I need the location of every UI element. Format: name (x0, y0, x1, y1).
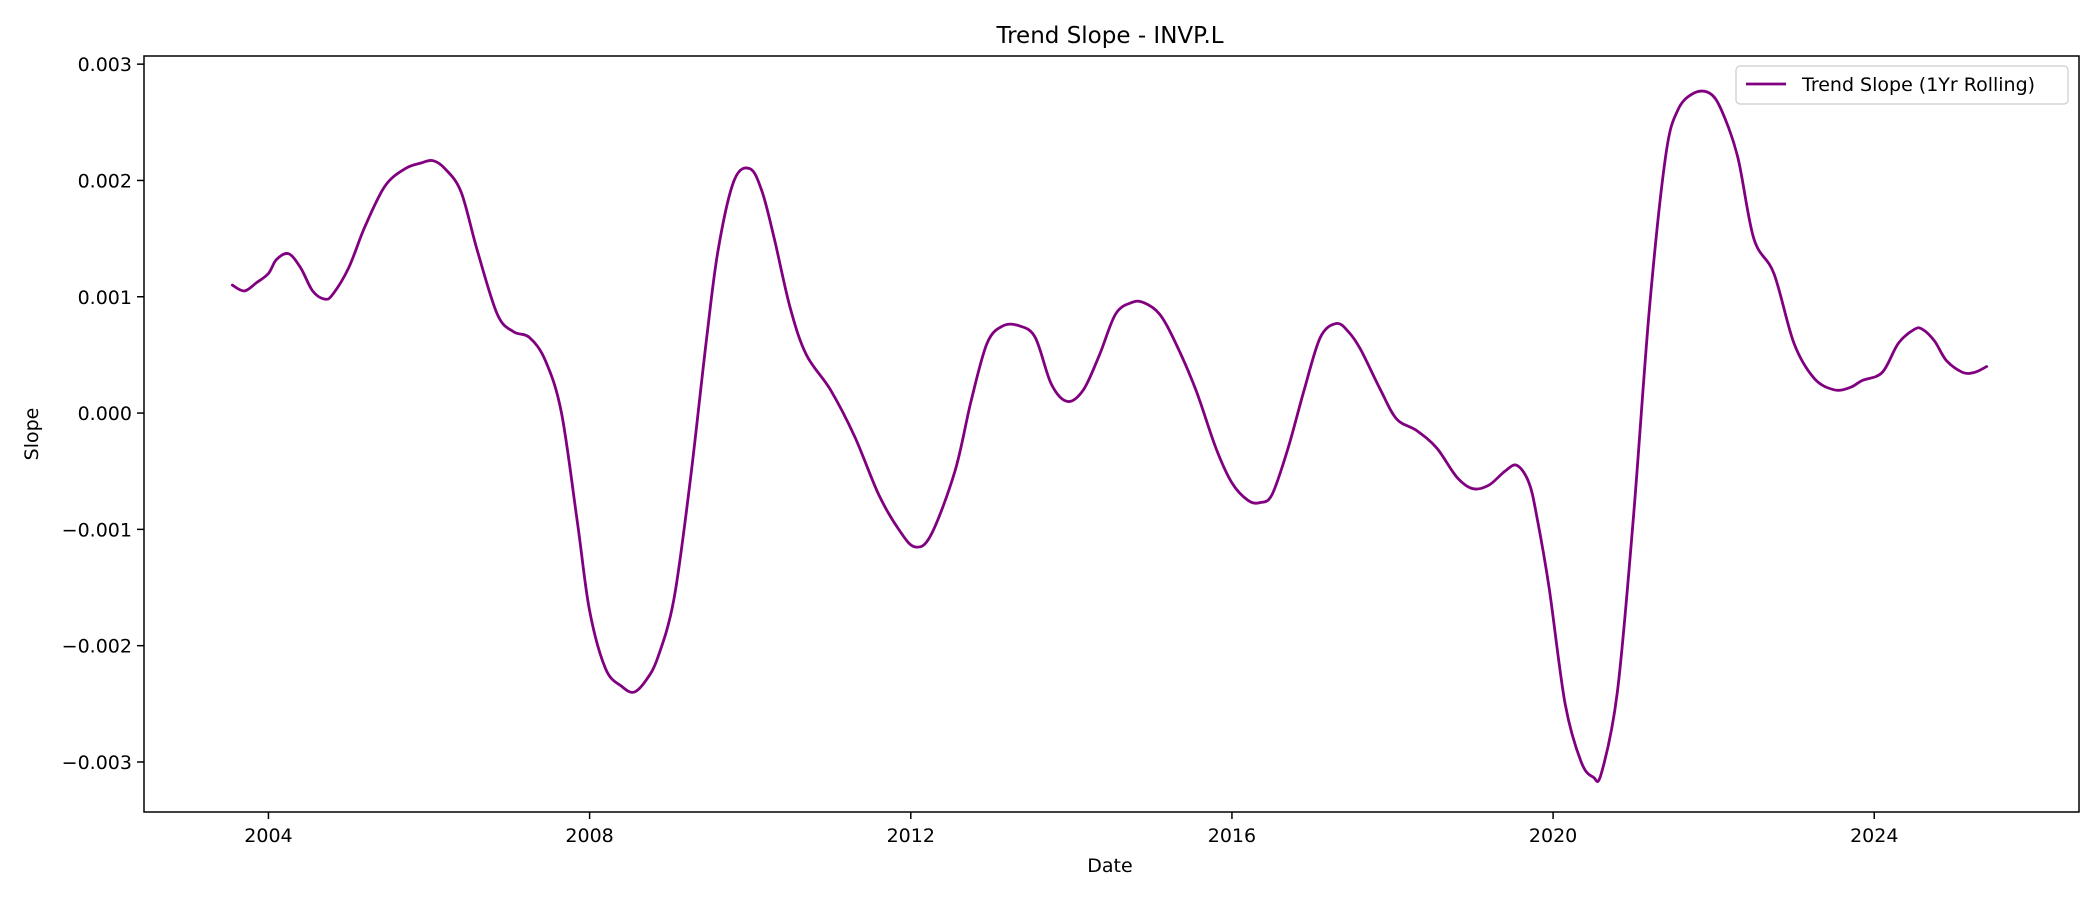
chart-title: Trend Slope - INVP.L (995, 23, 1223, 49)
x-axis-label: Date (1087, 855, 1132, 877)
series-line-trend-slope (230, 89, 1989, 783)
y-axis-label: Slope (21, 408, 43, 461)
y-tick-label: −0.002 (62, 636, 132, 658)
y-tick-label: 0.002 (78, 170, 132, 192)
y-tick-label: −0.001 (62, 519, 132, 541)
x-tick-label: 2004 (244, 825, 292, 847)
x-tick-label: 2024 (1850, 825, 1898, 847)
x-tick-label: 2012 (887, 825, 935, 847)
x-tick-label: 2016 (1208, 825, 1256, 847)
y-tick-label: 0.000 (78, 403, 132, 425)
legend: Trend Slope (1Yr Rolling) (1735, 65, 2069, 105)
legend-box (1735, 65, 2069, 105)
y-tick-label: 0.001 (78, 287, 132, 309)
y-tick-label: 0.003 (78, 54, 132, 76)
plot-frame (143, 55, 2080, 813)
x-axis: 2004 2008 2012 2016 2020 2024 (244, 812, 1898, 847)
y-tick-label: −0.003 (62, 752, 132, 774)
x-tick-label: 2020 (1529, 825, 1577, 847)
legend-label: Trend Slope (1Yr Rolling) (1801, 74, 2035, 96)
x-tick-label: 2008 (565, 825, 613, 847)
y-axis: −0.003 −0.002 −0.001 0.000 0.001 0.002 0.003 (62, 54, 144, 774)
